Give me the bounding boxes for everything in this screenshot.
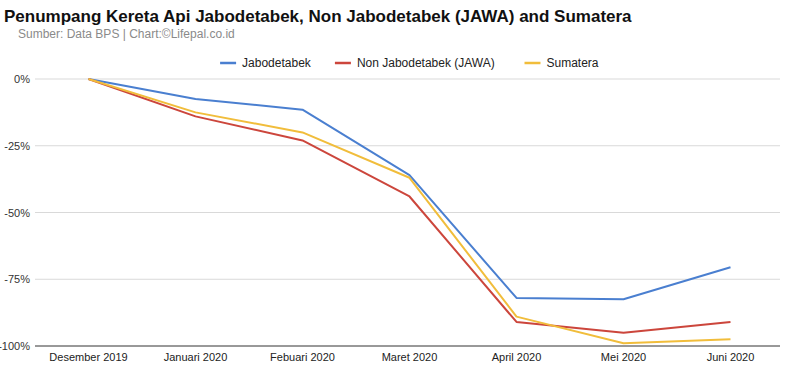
chart-container: Penumpang Kereta Api Jabodetabek, Non Ja…	[0, 0, 785, 371]
legend-swatch	[220, 62, 236, 65]
grid-line	[35, 79, 780, 80]
legend: Jabodetabek Non Jabodetabek (JAWA) Sumater…	[220, 56, 599, 70]
grid-line	[35, 346, 780, 347]
y-tick-label: -75%	[4, 273, 30, 285]
series-line	[89, 79, 731, 343]
title: Penumpang Kereta Api Jabodetabek, Non Ja…	[4, 7, 632, 26]
y-tick-label: 0%	[14, 73, 30, 85]
series-line	[89, 79, 731, 333]
grid-line	[35, 212, 780, 213]
series-lines	[89, 79, 731, 343]
x-tick-label: Mei 2020	[601, 351, 646, 363]
y-tick-label: -50%	[4, 207, 30, 219]
y-tick-label: -100%	[0, 340, 30, 352]
y-tick-label: -25%	[4, 140, 30, 152]
legend-label: Sumatera	[547, 56, 599, 70]
chart-svg: Penumpang Kereta Api Jabodetabek, Non Ja…	[0, 0, 785, 371]
x-tick-label: Maret 2020	[382, 351, 438, 363]
x-tick-label: Juni 2020	[707, 351, 755, 363]
grid-line	[35, 145, 780, 146]
grid	[35, 79, 780, 346]
y-axis	[35, 79, 36, 346]
x-tick-label: Febuari 2020	[270, 351, 335, 363]
legend-label: Jabodetabek	[242, 56, 312, 70]
x-tick-label: April 2020	[492, 351, 542, 363]
subtitle: Sumber: Data BPS | Chart:©Lifepal.co.id	[18, 27, 235, 41]
legend-label: Non Jabodetabek (JAWA)	[357, 56, 495, 70]
x-tick-label: Desember 2019	[49, 351, 127, 363]
grid-line	[35, 279, 780, 280]
legend-swatch	[525, 62, 541, 65]
legend-swatch	[335, 62, 351, 65]
x-tick-label: Januari 2020	[164, 351, 228, 363]
